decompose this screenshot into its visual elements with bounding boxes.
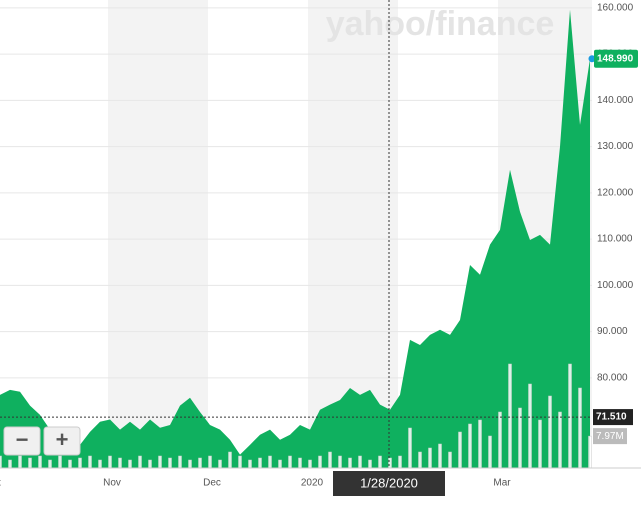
month-band xyxy=(308,0,398,468)
volume-bar xyxy=(278,459,282,469)
last-price-box xyxy=(594,49,638,68)
y-tick-label: 80.000 xyxy=(597,372,628,383)
volume-bar xyxy=(158,455,162,469)
volume-bar xyxy=(448,451,452,469)
x-axis-strip xyxy=(0,468,641,500)
volume-bar xyxy=(78,457,82,469)
y-tick-label: 160.000 xyxy=(597,3,634,14)
volume-bar xyxy=(18,455,22,469)
zoom-button[interactable] xyxy=(3,426,41,456)
volume-bar xyxy=(528,383,532,469)
crosshair-date-label: 1/28/2020 xyxy=(360,475,418,490)
volume-bar xyxy=(58,455,62,469)
volume-bar xyxy=(468,423,472,469)
volume-bar xyxy=(328,451,332,469)
volume-bar xyxy=(428,447,432,469)
y-tick-label: 140.000 xyxy=(597,95,634,106)
volume-bar xyxy=(498,411,502,469)
y-tick-label: 130.000 xyxy=(597,141,634,152)
y-tick-label: 110.000 xyxy=(597,234,633,245)
month-band xyxy=(108,0,208,468)
volume-bar xyxy=(568,363,572,469)
volume-bar xyxy=(308,459,312,469)
volume-bar xyxy=(248,459,252,469)
volume-bar xyxy=(368,459,372,469)
volume-bar xyxy=(388,457,392,469)
volume-bar xyxy=(458,431,462,469)
x-tick-label: Dec xyxy=(203,478,221,489)
volume-bar xyxy=(0,455,2,469)
volume-bar xyxy=(238,455,242,469)
crosshair-volume-label: 7.97M xyxy=(596,431,624,442)
volume-bar xyxy=(398,455,402,469)
volume-bar xyxy=(108,455,112,469)
last-price-label: 148.990 xyxy=(597,53,634,64)
x-tick-label: Mar xyxy=(493,478,511,489)
crosshair-price-label: 71.510 xyxy=(596,412,627,423)
volume-bar xyxy=(8,459,12,469)
volume-bar xyxy=(88,455,92,469)
volume-bar xyxy=(138,455,142,469)
x-tick-label: 2020 xyxy=(301,478,324,489)
volume-bar xyxy=(118,457,122,469)
volume-bar xyxy=(48,459,52,469)
price-area xyxy=(0,9,590,469)
crosshair-volume-box xyxy=(593,428,627,445)
zoom-button[interactable] xyxy=(43,426,81,456)
volume-bar xyxy=(128,459,132,469)
volume-bar xyxy=(218,459,222,469)
volume-bar xyxy=(98,459,102,469)
zoom-button-label[interactable]: + xyxy=(56,427,69,452)
y-tick-label: 100.000 xyxy=(597,280,634,291)
zoom-button-label[interactable]: − xyxy=(16,427,29,452)
volume-bar xyxy=(298,457,302,469)
volume-bar xyxy=(268,455,272,469)
y-tick-label: 120.000 xyxy=(597,187,634,198)
y-tick-label: 90.000 xyxy=(597,326,628,337)
volume-bar xyxy=(508,363,512,469)
volume-bar xyxy=(438,443,442,469)
x-tick-label: Oct xyxy=(0,478,1,489)
volume-bar xyxy=(198,457,202,469)
volume-bar xyxy=(288,455,292,469)
volume-bar xyxy=(178,455,182,469)
volume-bar xyxy=(358,455,362,469)
volume-bar xyxy=(208,455,212,469)
volume-bar xyxy=(318,455,322,469)
volume-bar xyxy=(588,435,592,469)
crosshair-date-box xyxy=(333,471,445,496)
volume-bar xyxy=(68,459,72,469)
volume-bar xyxy=(338,455,342,469)
volume-bar xyxy=(348,457,352,469)
volume-bar xyxy=(408,427,412,469)
volume-bar xyxy=(418,451,422,469)
x-tick-label: Nov xyxy=(103,478,121,489)
volume-bar xyxy=(548,395,552,469)
volume-bar xyxy=(488,435,492,469)
volume-bar xyxy=(38,455,42,469)
volume-bar xyxy=(258,457,262,469)
last-price-dot xyxy=(588,55,596,63)
volume-bar xyxy=(558,411,562,469)
volume-bar xyxy=(478,419,482,469)
volume-bar xyxy=(228,451,232,469)
volume-bar xyxy=(168,457,172,469)
volume-bar xyxy=(148,459,152,469)
volume-bar xyxy=(378,455,382,469)
crosshair-price-box xyxy=(593,409,633,426)
watermark: yahoo/finance xyxy=(326,5,555,43)
volume-bar xyxy=(578,387,582,469)
volume-bar xyxy=(538,419,542,469)
volume-bar xyxy=(28,457,32,469)
volume-bar xyxy=(188,459,192,469)
